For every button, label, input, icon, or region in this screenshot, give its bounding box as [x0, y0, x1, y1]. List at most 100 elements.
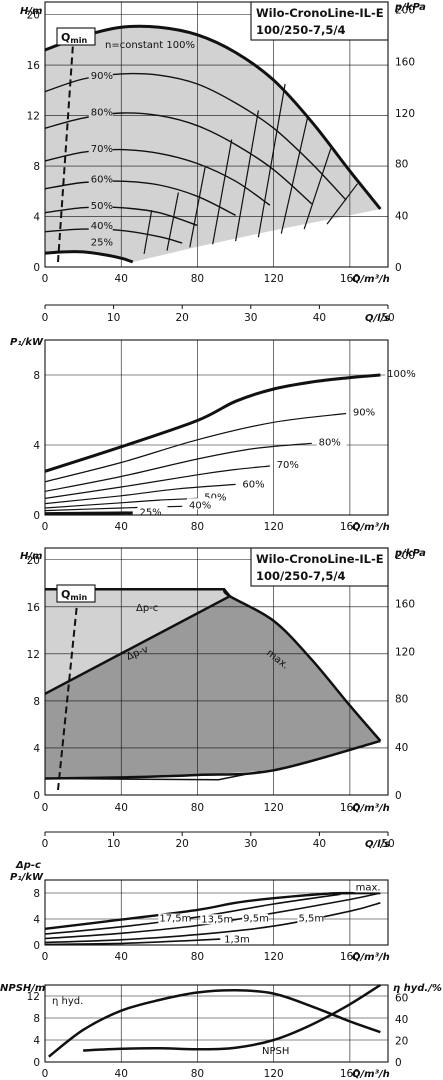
- y-tick-label: 4: [33, 1035, 40, 1047]
- y-tick-label: 20: [27, 10, 40, 22]
- series-line-1,3m: [44, 938, 221, 946]
- series-label-bg: [274, 458, 305, 469]
- p-kpa-axis-label: p/kPa: [394, 2, 426, 13]
- x-tick-label: 160: [340, 1068, 360, 1080]
- y-tick-label: 0: [395, 262, 402, 274]
- series-label: 40%: [189, 500, 211, 511]
- y-tick-label: 20: [395, 1036, 408, 1048]
- p1-axis-label: P₁/kW: [10, 337, 44, 348]
- y-tick-label: 4: [33, 914, 40, 926]
- series-label: 70%: [277, 460, 299, 471]
- qmin-line-2: [57, 603, 78, 791]
- series-label-bg: [200, 914, 233, 925]
- x-tick-label: 40: [115, 951, 128, 963]
- series-line-25%: [44, 511, 133, 516]
- y-tick-label: 0: [33, 510, 40, 522]
- y-tick-label: 8: [33, 1013, 40, 1025]
- series-label-bg: [137, 505, 168, 517]
- ls-tick-label: 0: [42, 838, 49, 850]
- series-label: max.: [356, 882, 381, 893]
- series-line-60%: [44, 483, 236, 505]
- radial-line: [212, 139, 233, 245]
- series-label-bg: [158, 913, 191, 924]
- dp-curves: [44, 587, 382, 781]
- h-axis-label: H/m: [20, 551, 42, 562]
- y-tick-label: 0: [33, 1057, 40, 1069]
- x-tick-label: 120: [264, 273, 284, 285]
- radial-line: [257, 83, 286, 238]
- y-tick-label: 60: [395, 993, 408, 1005]
- series-label: 9,5m: [243, 914, 269, 925]
- q-ls-label: Q/l/s: [365, 313, 390, 324]
- q-m3h-label: Q/m³/h: [352, 803, 390, 814]
- radial-line: [280, 115, 309, 234]
- x-tick-label: 40: [115, 802, 128, 814]
- series-label: 80%: [319, 437, 341, 448]
- series-line-npsh: [83, 983, 382, 1052]
- y-tick-label: 4: [33, 743, 40, 755]
- series-label-bg: [88, 199, 113, 212]
- y-tick-label: 8: [33, 161, 40, 173]
- ls-tick-label: 20: [176, 838, 189, 850]
- y-tick-label: 8: [33, 888, 40, 900]
- hq-speed-curves: 90% 80% 70% 60% 50% 40% 25%: [44, 24, 382, 264]
- q-ls-label: Q/l/s: [365, 839, 390, 850]
- ls-tick-label: 0: [42, 312, 49, 324]
- min-inner-line: [44, 770, 261, 781]
- series-line-17,5m: [44, 891, 369, 930]
- pump-title-line1: Wilo-CronoLine-IL-E: [256, 6, 384, 20]
- series-label-bg: [240, 477, 271, 489]
- series-label: 60%: [242, 479, 264, 490]
- y-tick-label: 4: [33, 212, 40, 224]
- pump-title-line1-2: Wilo-CronoLine-IL-E: [256, 552, 384, 566]
- n-constant-label: n=constant 100%: [105, 40, 195, 51]
- series-line-13,5m: [44, 893, 341, 935]
- series-line-100%: [44, 24, 382, 210]
- pump-title-box-2: [250, 547, 389, 587]
- series-line-40%: [44, 228, 183, 244]
- series-label: 13,5m: [201, 914, 233, 925]
- series-label: 1,3m: [224, 934, 250, 945]
- series-label-bg: [385, 367, 416, 378]
- series-line-40%: [44, 505, 183, 512]
- y-tick-label: 0: [33, 940, 40, 952]
- qmin-box: [56, 27, 96, 46]
- q-m3h-label: Q/m³/h: [352, 274, 390, 285]
- series-label: 90%: [91, 71, 113, 82]
- series-line-50%: [44, 206, 198, 227]
- y-tick-label: 160: [395, 56, 415, 68]
- y-tick-label: 160: [395, 598, 415, 610]
- series-line-80%: [44, 442, 312, 492]
- radial-line: [143, 210, 153, 254]
- y-tick-label: 20: [27, 555, 40, 567]
- y-tick-label: 40: [395, 210, 408, 222]
- ls-tick-label: 10: [107, 312, 120, 324]
- ls-tick-label: 40: [313, 312, 326, 324]
- qmin-box-2: [56, 584, 96, 603]
- dp-v-area: [45, 596, 381, 779]
- hq-operating-area: [45, 27, 381, 263]
- qmin-label-2: Qmin: [61, 588, 87, 602]
- x-tick-label: 120: [264, 521, 284, 533]
- series-label-bg: [187, 498, 218, 510]
- x-tick-label: 80: [191, 951, 204, 963]
- h-axis-label: H/m: [20, 6, 42, 17]
- x-tick-label: 80: [191, 802, 204, 814]
- p1-grid: [45, 340, 388, 515]
- y-tick-label: 80: [395, 159, 408, 171]
- x-tick-label: 0: [42, 802, 49, 814]
- plot-frame: [44, 984, 389, 1063]
- plot-frame: [44, 879, 389, 946]
- series-label-bg: [88, 236, 113, 249]
- series-label-bg: [354, 882, 381, 893]
- series-label: 100%: [387, 369, 416, 380]
- plot-frame: [44, 339, 389, 516]
- ls-tick-label: 50: [381, 312, 394, 324]
- y-tick-label: 120: [395, 108, 415, 120]
- series-line-min: [44, 739, 381, 780]
- series-label-bg: [202, 490, 233, 502]
- x-tick-label: 40: [115, 273, 128, 285]
